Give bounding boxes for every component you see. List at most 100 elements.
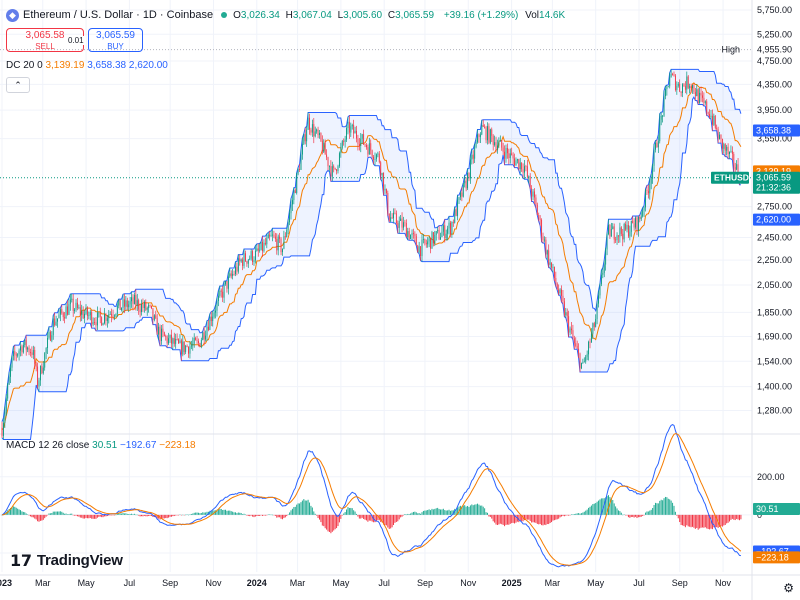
candle-body xyxy=(531,188,533,197)
candle-body xyxy=(246,261,248,264)
candle-body xyxy=(726,146,728,151)
candle-body xyxy=(519,162,521,170)
macd-histogram-bar xyxy=(280,514,282,519)
macd-histogram-bar xyxy=(240,513,242,515)
macd-histogram-bar xyxy=(737,514,739,520)
candle-body xyxy=(62,312,64,318)
macd-histogram-bar xyxy=(733,514,735,520)
candle-body xyxy=(401,218,403,228)
price-tick-label: 3,950.00 xyxy=(757,105,792,115)
candle-body xyxy=(89,312,91,316)
buy-button[interactable]: 3,065.59 BUY xyxy=(88,28,143,52)
macd-histogram-bar xyxy=(230,511,232,515)
macd-histogram-bar xyxy=(674,511,676,515)
candle-body xyxy=(109,313,111,315)
candle-body xyxy=(163,332,165,337)
candle-body xyxy=(603,264,605,273)
macd-histogram-bar xyxy=(123,513,125,515)
macd-histogram-bar xyxy=(617,510,619,515)
macd-histogram-bar xyxy=(210,510,212,515)
macd-histogram-bar xyxy=(276,514,278,518)
candle-body xyxy=(125,300,127,307)
macd-legend[interactable]: MACD 12 26 close 30.51 −192.67 −223.18 xyxy=(6,440,196,451)
macd-histogram-bar xyxy=(714,514,716,528)
macd-histogram-bar xyxy=(422,510,424,515)
macd-histogram-bar xyxy=(506,514,508,525)
macd-histogram-bar xyxy=(343,513,345,515)
macd-histogram-bar xyxy=(94,514,96,519)
macd-histogram-bar xyxy=(183,514,185,516)
candle-body xyxy=(141,304,142,312)
macd-histogram-bar xyxy=(131,513,133,515)
macd-histogram-bar xyxy=(731,514,733,519)
candle-body xyxy=(346,128,347,140)
candle-body xyxy=(711,115,713,125)
macd-histogram-bar xyxy=(459,505,461,515)
macd-histogram-bar xyxy=(262,514,264,516)
macd-histogram-bar xyxy=(138,514,140,516)
macd-histogram-bar xyxy=(189,514,191,515)
macd-histogram-bar xyxy=(494,514,496,523)
candle-body xyxy=(71,298,73,300)
candle-body xyxy=(34,349,36,365)
gear-icon[interactable]: ⚙ xyxy=(783,581,794,595)
candle-body xyxy=(300,154,302,170)
macd-histogram-bar xyxy=(620,512,622,515)
candle-body xyxy=(294,190,296,193)
tradingview-logo[interactable]: 17 TradingView xyxy=(10,551,123,570)
candle-body xyxy=(709,114,711,118)
candle-body xyxy=(340,147,342,154)
macd-histogram-bar xyxy=(559,514,561,518)
candle-body xyxy=(146,308,148,310)
candle-body xyxy=(529,176,531,189)
candle-body xyxy=(488,126,490,143)
macd-histogram-bar xyxy=(122,513,124,515)
time-tick-label: Nov xyxy=(205,578,222,588)
candle-body xyxy=(411,233,413,235)
macd-histogram-bar xyxy=(729,514,731,522)
macd-histogram-bar xyxy=(397,514,399,522)
candle-body xyxy=(267,234,269,239)
candle-body xyxy=(192,343,194,346)
candle-body xyxy=(534,191,535,198)
collapse-legend-button[interactable]: ⌃ xyxy=(6,77,30,93)
candle-body xyxy=(240,259,242,262)
symbol-title[interactable]: Ethereum / U.S. Dollar · 1D · Coinbase xyxy=(23,9,214,21)
macd-histogram-bar xyxy=(588,507,590,515)
macd-histogram-bar xyxy=(259,514,261,516)
candle-body xyxy=(629,231,631,237)
macd-histogram-bar xyxy=(723,514,725,526)
macd-tick-label: 200.00 xyxy=(757,472,785,482)
macd-histogram-bar xyxy=(215,510,217,515)
macd-histogram-bar xyxy=(482,506,484,515)
candle-body xyxy=(397,223,399,228)
macd-histogram-bar xyxy=(447,510,449,515)
candle-body xyxy=(403,222,404,228)
candle-body xyxy=(348,121,350,133)
macd-histogram-bar xyxy=(546,514,548,525)
donchian-legend[interactable]: DC 20 0 3,139.19 3,658.38 2,620.00 xyxy=(6,60,168,71)
macd-histogram-bar xyxy=(112,514,114,516)
candle-body xyxy=(696,89,698,97)
macd-histogram-bar xyxy=(663,498,665,515)
candle-body xyxy=(373,156,375,160)
candle-body xyxy=(415,236,417,246)
macd-histogram-bar xyxy=(296,504,298,515)
candle-body xyxy=(135,294,137,306)
macd-histogram-bar xyxy=(600,498,602,515)
ethereum-icon: ◆ xyxy=(6,8,19,22)
macd-histogram-bar xyxy=(420,513,422,515)
macd-tag xyxy=(753,551,800,564)
candlestick-series xyxy=(1,69,742,440)
macd-histogram-bar xyxy=(603,498,605,515)
candle-body xyxy=(65,306,67,319)
macd-histogram-bar xyxy=(155,514,157,518)
candle-body xyxy=(199,343,201,347)
macd-histogram-bar xyxy=(669,499,671,515)
candle-body xyxy=(277,236,279,251)
macd-histogram-bar xyxy=(49,513,51,515)
candle-body xyxy=(487,126,488,141)
candle-body xyxy=(41,366,43,374)
macd-histogram-bar xyxy=(101,514,103,518)
